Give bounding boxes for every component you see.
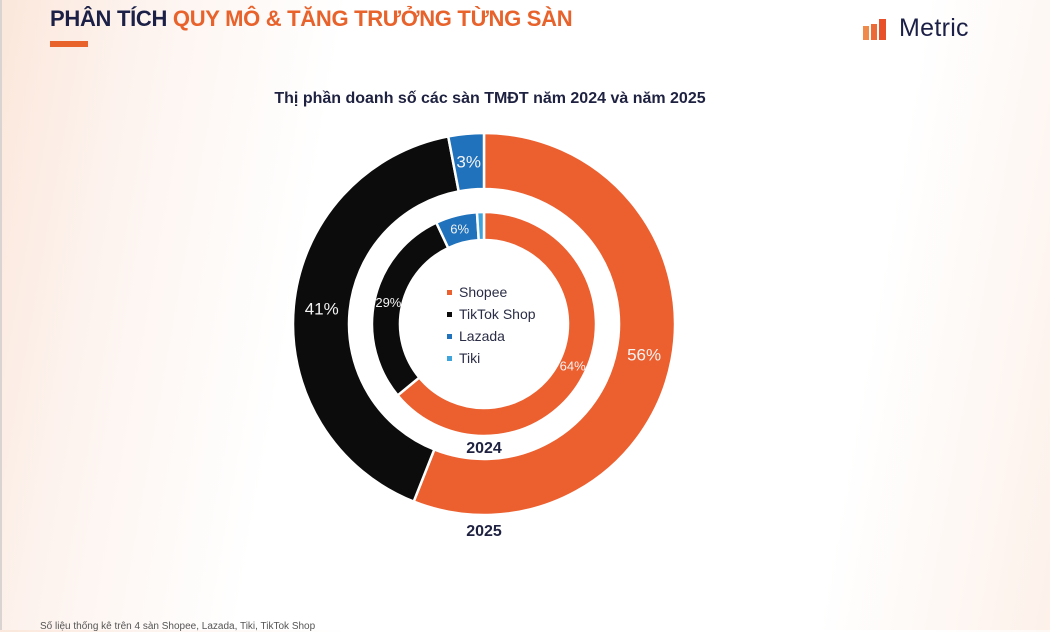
slice-value-label: 41%	[305, 300, 339, 319]
left-edge-border	[0, 0, 2, 630]
slice-value-label: 29%	[375, 295, 401, 310]
donut-slice-2025-tiktok-shop	[291, 134, 461, 504]
donut-slice-2025-shopee	[412, 131, 677, 517]
legend-label: Lazada	[459, 328, 505, 344]
page-title-part1: PHÂN TÍCH	[50, 6, 168, 31]
legend-item-tiktok-shop: TikTok Shop	[447, 303, 536, 325]
chart-legend: Shopee TikTok Shop Lazada Tiki	[447, 281, 536, 369]
page-title-part2: QUY MÔ & TĂNG TRƯỞNG TỪNG SÀN	[172, 6, 573, 31]
chart-title: Thị phần doanh số các sàn TMĐT năm 2024 …	[274, 90, 706, 107]
ring-year-label-2024: 2024	[466, 440, 502, 457]
slice-value-label: 64%	[560, 358, 586, 373]
legend-item-tiki: Tiki	[447, 347, 536, 369]
brand-logo: Metric	[863, 14, 969, 43]
legend-item-lazada: Lazada	[447, 325, 536, 347]
legend-label: Shopee	[459, 284, 508, 300]
title-underline	[50, 41, 88, 47]
ring-year-label-2025: 2025	[466, 523, 502, 540]
donut-slice-2024-shopee	[395, 210, 598, 438]
bar-chart-logo-icon	[863, 18, 886, 40]
legend-swatch-shopee	[447, 289, 452, 295]
legend-label: TikTok Shop	[459, 306, 536, 322]
brand-name: Metric	[899, 14, 969, 42]
slice-value-label: 6%	[450, 222, 469, 237]
legend-swatch-tiki	[447, 355, 452, 361]
legend-swatch-tiktok	[447, 311, 452, 317]
donut-slice-2025-lazada	[446, 131, 486, 193]
legend-item-shopee: Shopee	[447, 281, 536, 303]
page-title: PHÂN TÍCH QUY MÔ & TĂNG TRƯỞNG TỪNG SÀN	[50, 6, 573, 32]
slice-value-label: 3%	[456, 153, 481, 172]
legend-label: Tiki	[459, 350, 481, 366]
slice-value-label: 56%	[627, 345, 661, 364]
donut-slice-2024-tiki	[475, 210, 486, 242]
footnote: Số liệu thống kê trên 4 sàn Shopee, Laza…	[40, 621, 316, 632]
legend-swatch-lazada	[447, 333, 452, 339]
